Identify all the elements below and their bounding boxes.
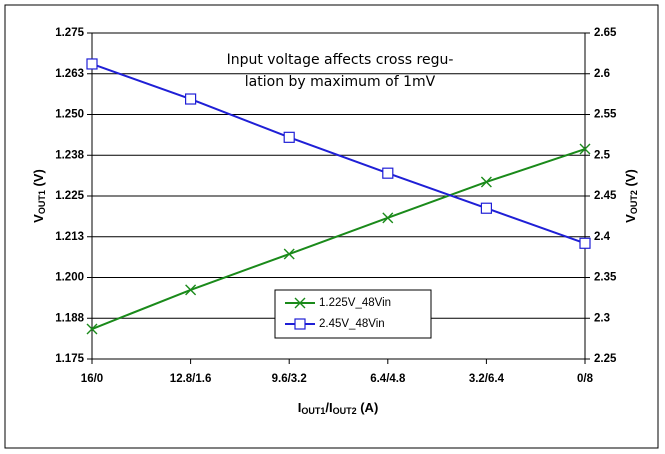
marker: [86, 58, 98, 70]
x-axis-label-part: I: [298, 400, 302, 415]
y2-tick-label: 2.5: [594, 149, 611, 161]
marker: [579, 237, 591, 249]
marker: [185, 93, 197, 105]
y-tick-label: 1.225: [55, 190, 84, 202]
y2-axis-label-part: OUT2: [629, 190, 639, 214]
legend-marker: [294, 318, 306, 330]
marker: [579, 143, 591, 155]
marker: [283, 131, 295, 143]
series-line: [91, 148, 586, 330]
legend-marker: [294, 297, 306, 309]
y-tick-label: 1.263: [55, 68, 84, 80]
y-tick-label: 1.175: [55, 353, 84, 365]
y2-tick-label: 2.35: [594, 272, 617, 284]
marker: [283, 248, 295, 260]
marker: [382, 167, 394, 179]
legend-label: 1.225V_48Vin: [319, 297, 391, 309]
marker: [480, 202, 492, 214]
y2-tick-label: 2.55: [594, 109, 617, 121]
y2-tick-label: 2.3: [594, 312, 610, 324]
y2-axis-label: VOUT2 (V): [623, 169, 639, 223]
y-axis-label-part: OUT1: [37, 190, 47, 214]
x-tick-label: 3.2/6.4: [469, 373, 505, 385]
x-tick-label: 12.8/1.6: [170, 373, 212, 385]
annotation: Input voltage affects cross regu-: [227, 52, 454, 68]
y2-tick-label: 2.6: [594, 68, 610, 80]
y2-tick-label: 2.4: [594, 231, 611, 243]
y2-tick-label: 2.45: [594, 190, 617, 202]
y2-tick-label: 2.65: [594, 27, 617, 39]
y-tick-label: 1.275: [55, 27, 84, 39]
y-tick-label: 1.250: [55, 109, 84, 121]
series-line: [91, 63, 586, 245]
marker: [480, 176, 492, 188]
y-axis-label: VOUT1 (V): [31, 169, 47, 223]
plot-border: [91, 32, 586, 360]
x-axis-label-part: OUT1: [301, 406, 325, 416]
marker: [185, 284, 197, 296]
legend: [274, 289, 432, 339]
y2-tick-label: 2.25: [594, 353, 617, 365]
x-tick-label: 0/8: [577, 373, 594, 385]
y-tick-label: 1.238: [55, 149, 84, 161]
y2-axis-label-part: V: [623, 214, 638, 223]
x-tick-label: 9.6/3.2: [272, 373, 307, 385]
y-tick-label: 1.188: [55, 312, 84, 324]
x-axis-label-part: (A): [357, 400, 379, 415]
x-axis-label-part: OUT2: [333, 406, 357, 416]
x-axis-label: IOUT1/IOUT2 (A): [298, 400, 379, 416]
marker: [382, 212, 394, 224]
x-axis-label-part: /I: [325, 400, 332, 415]
y-tick-label: 1.200: [55, 272, 84, 284]
marker: [86, 323, 98, 335]
legend-label: 2.45V_48Vin: [319, 318, 385, 330]
y-axis-label-part: V: [31, 214, 46, 223]
x-tick-label: 16/0: [81, 373, 103, 385]
y2-axis-label-part: (V): [623, 169, 638, 190]
y-axis-label-part: (V): [31, 169, 46, 190]
y-tick-label: 1.213: [55, 231, 84, 243]
annotation: lation by maximum of 1mV: [245, 74, 436, 90]
x-tick-label: 6.4/4.8: [370, 373, 406, 385]
